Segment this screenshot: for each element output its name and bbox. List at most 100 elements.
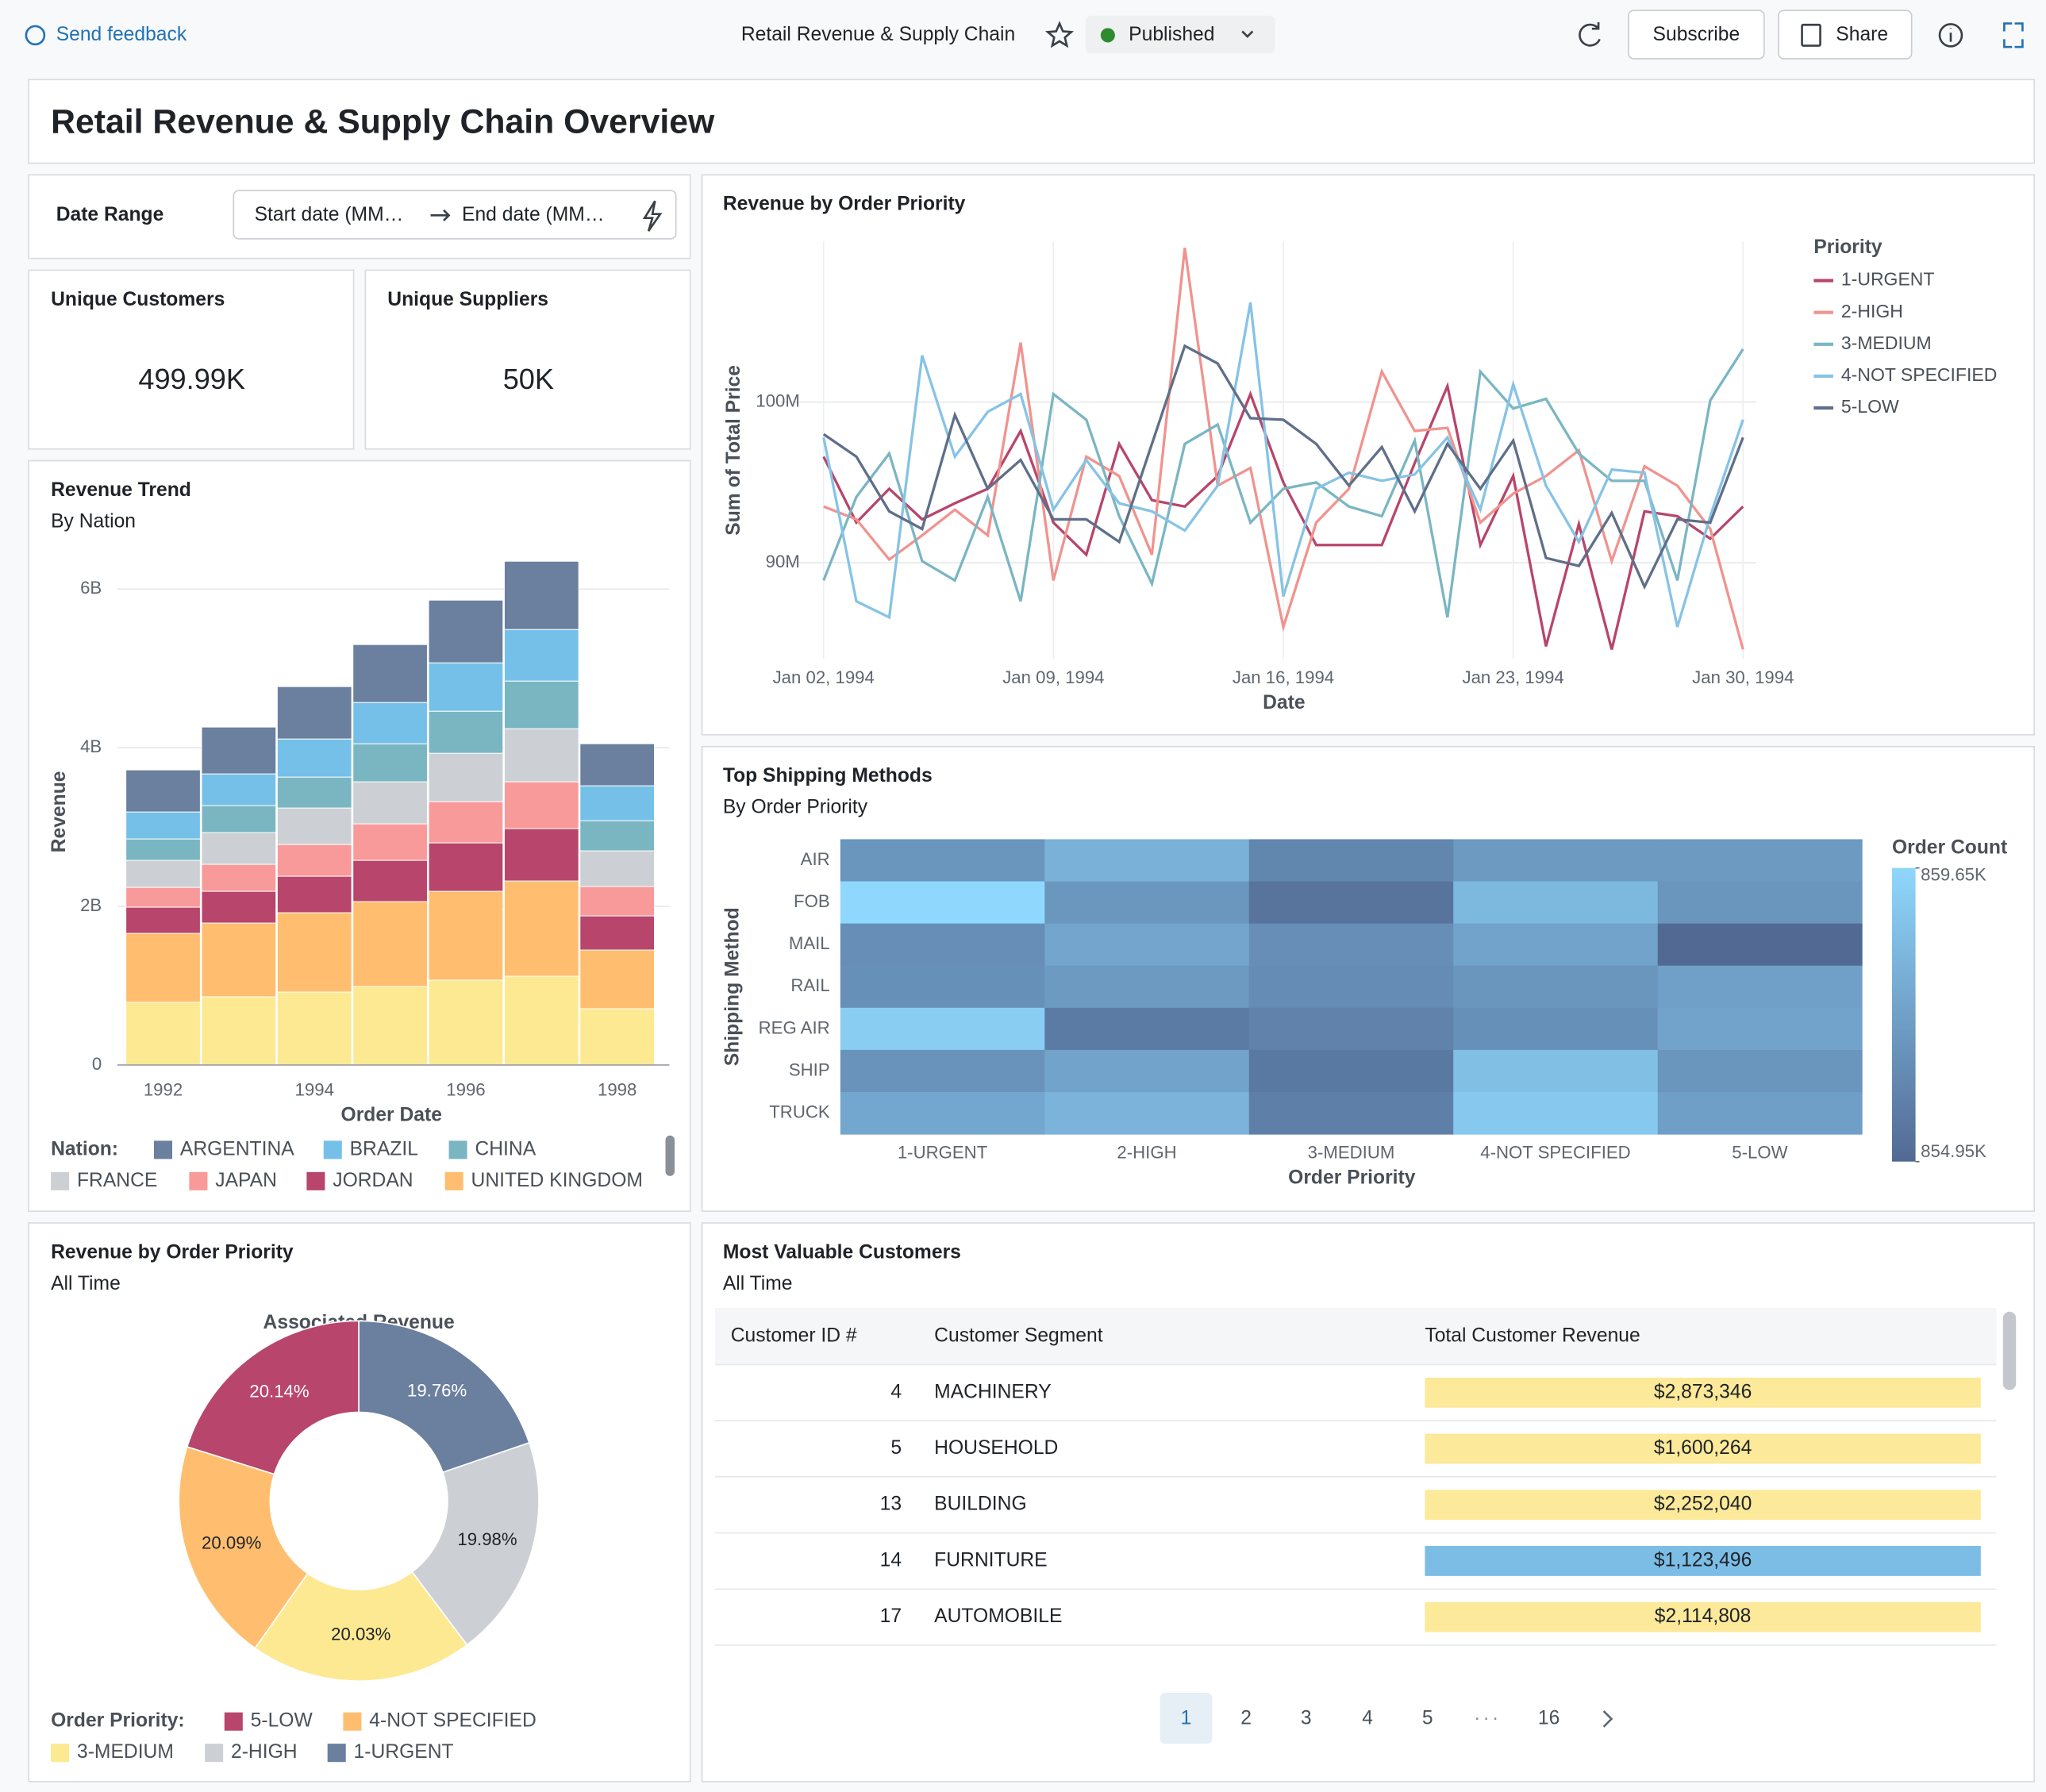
- legend-label: FRANCE: [77, 1170, 157, 1191]
- bar-segment: [125, 859, 201, 888]
- page-number[interactable]: 2: [1240, 1707, 1252, 1729]
- page-ellipsis: ···: [1474, 1707, 1501, 1729]
- legend-label: 5-LOW: [1841, 396, 1899, 417]
- panel-subtitle: All Time: [723, 1273, 793, 1294]
- heatmap-cell: [840, 1049, 1045, 1093]
- feedback-icon: [25, 25, 46, 46]
- heatmap-cell: [1044, 1092, 1250, 1135]
- bar-segment: [276, 991, 352, 1066]
- subscribe-button[interactable]: Subscribe: [1628, 10, 1765, 60]
- y-tick-label: SHIP: [789, 1059, 830, 1079]
- y-tick-label: 90M: [766, 552, 800, 571]
- slice-label: 20.03%: [331, 1624, 390, 1644]
- x-tick-label: 5-LOW: [1732, 1143, 1787, 1163]
- page-number[interactable]: 4: [1362, 1707, 1373, 1729]
- panel-title: Most Valuable Customers: [723, 1241, 961, 1263]
- heatmap-cell: [1453, 881, 1659, 925]
- legend-label: 5-LOW: [251, 1710, 313, 1732]
- cell: HOUSEHOLD: [934, 1437, 1058, 1459]
- filter-label: Date Range: [56, 204, 164, 225]
- legend-swatch: [205, 1744, 224, 1763]
- slice-label: 19.98%: [457, 1529, 517, 1549]
- bar-segment: [503, 680, 579, 729]
- legend-swatch: [444, 1171, 463, 1190]
- heatmap-cell: [1657, 881, 1863, 925]
- panel-title: Top Shipping Methods: [723, 765, 933, 786]
- page-number[interactable]: 3: [1301, 1707, 1312, 1729]
- legend-label: UNITED KINGDOM: [471, 1170, 643, 1191]
- legend-swatch: [189, 1171, 208, 1190]
- info-circle: [1938, 23, 1963, 48]
- x-tick-label: 1-URGENT: [898, 1143, 988, 1163]
- heatmap-cell: [1657, 1092, 1863, 1135]
- favorite-star[interactable]: [1044, 21, 1075, 48]
- bar-segment: [579, 820, 656, 852]
- page-number[interactable]: 16: [1538, 1707, 1559, 1729]
- next-page[interactable]: [1602, 1710, 1613, 1728]
- legend-swatch: [327, 1744, 346, 1763]
- column-header[interactable]: Customer Segment: [934, 1325, 1103, 1347]
- info-icon[interactable]: [1938, 23, 1963, 48]
- date-range-input[interactable]: Start date (MM… End date (MM…: [233, 190, 677, 240]
- legend-scrollbar[interactable]: [665, 1135, 675, 1176]
- lightning-icon: [642, 200, 663, 232]
- legend-label: 1-URGENT: [1841, 269, 1935, 290]
- legend-label: 2-HIGH: [1841, 301, 1903, 321]
- heatmap-cell: [1248, 1049, 1454, 1093]
- x-tick-label: 1998: [598, 1080, 636, 1100]
- page-number[interactable]: 5: [1422, 1707, 1433, 1729]
- bar-segment: [579, 949, 656, 1009]
- line-series: [822, 381, 1744, 650]
- bar-segment: [352, 859, 428, 902]
- table-scrollbar[interactable]: [2002, 1311, 2017, 1390]
- slice-label: 20.09%: [202, 1532, 261, 1552]
- cell: AUTOMOBILE: [934, 1605, 1062, 1627]
- legend-title: Order Count: [1892, 836, 2007, 858]
- cell: $1,600,264: [1654, 1437, 1752, 1459]
- bar-segment: [201, 805, 277, 833]
- bar-segment: [503, 781, 579, 829]
- cell-highlight: [1425, 1545, 1981, 1576]
- cell: $1,123,496: [1654, 1549, 1752, 1571]
- legend-label: JORDAN: [333, 1170, 413, 1191]
- panel-title: Revenue by Order Priority: [723, 194, 966, 215]
- x-tick-label: Jan 23, 1994: [1462, 667, 1563, 687]
- heatmap-cell: [1657, 965, 1863, 1009]
- column-header[interactable]: Total Customer Revenue: [1425, 1325, 1640, 1347]
- feedback-link[interactable]: Send feedback: [25, 24, 187, 46]
- refresh-icon[interactable]: [1579, 21, 1601, 47]
- heatmap-cell: [1453, 1092, 1659, 1135]
- heatmap-cell: [840, 965, 1045, 1009]
- legend-label: 3-MEDIUM: [77, 1741, 174, 1763]
- heatmap-cell: [840, 1092, 1045, 1135]
- bar-segment: [503, 975, 579, 1066]
- legend-swatch: [51, 1171, 70, 1190]
- publish-status[interactable]: Published: [1085, 15, 1275, 54]
- cell-highlight: [1425, 1377, 1981, 1408]
- fullscreen-icon[interactable]: [2003, 22, 2024, 48]
- line-series: [822, 348, 1744, 618]
- heatmap-cell: [840, 1007, 1045, 1051]
- bar-segment: [201, 922, 277, 998]
- heatmap-cell: [1453, 965, 1659, 1009]
- page-number[interactable]: 1: [1181, 1707, 1192, 1729]
- share-button[interactable]: Share: [1778, 10, 1913, 60]
- heatmap-cell: [840, 923, 1045, 967]
- legend-label: 3-MEDIUM: [1841, 333, 1932, 353]
- y-tick-label: TRUCK: [769, 1102, 830, 1121]
- slice-label: 20.14%: [249, 1382, 309, 1402]
- button-text: Subscribe: [1653, 24, 1740, 45]
- bar-segment: [352, 702, 428, 744]
- legend-label: 4-NOT SPECIFIED: [369, 1710, 536, 1732]
- panel-subtitle: By Order Priority: [723, 797, 868, 818]
- y-tick-label: AIR: [801, 849, 830, 869]
- bar-segment: [579, 915, 656, 951]
- button-frame: [1628, 10, 1765, 60]
- legend-label: 4-NOT SPECIFIED: [1841, 364, 1998, 385]
- legend-swatch: [154, 1140, 173, 1159]
- column-header[interactable]: Customer ID #: [731, 1325, 857, 1347]
- y-tick-label: MAIL: [789, 933, 830, 953]
- heatmap-cell: [1657, 1007, 1863, 1051]
- x-axis-title: Order Priority: [1288, 1167, 1416, 1189]
- legend-swatch: [343, 1712, 362, 1731]
